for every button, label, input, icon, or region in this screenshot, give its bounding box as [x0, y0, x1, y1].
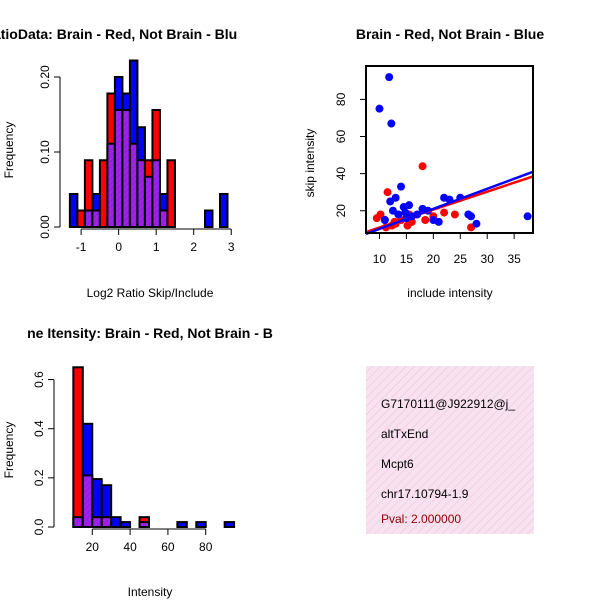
- intensity-scatter-point-not-brain: [401, 208, 410, 217]
- intensity-histogram-bar-not-brain: [195, 521, 207, 528]
- ratio-histogram-bar-overlap-hatch: [108, 144, 114, 226]
- intensity-scatter-x-tick-label: 25: [454, 252, 468, 266]
- intensity-histogram-bar-overlap-hatch: [74, 518, 82, 526]
- ratio-histogram-x-tick-label: 0: [115, 240, 122, 254]
- intensity-scatter-y-tick-label: 80: [334, 92, 348, 106]
- ratio-histogram-bar-brain: [76, 209, 86, 228]
- info-panel: G7170111@J922912@j_ altTxEnd Mcpt6 chr17…: [366, 366, 534, 534]
- intensity-histogram-x-tick-label: 40: [123, 540, 137, 554]
- ratio-histogram-bar-not-brain: [218, 193, 229, 228]
- info-pval: Pval: 2.000000: [381, 512, 461, 526]
- intensity-histogram-y-tick-label: 0.2: [32, 469, 46, 486]
- intensity-scatter-point-brain: [440, 208, 449, 217]
- intensity-scatter-y-tick-label: 20: [334, 204, 348, 218]
- intensity-scatter-x-tick-label: 10: [373, 252, 387, 266]
- intensity-scatter-point-not-brain: [472, 219, 481, 228]
- info-panel-background: [366, 366, 534, 534]
- intensity-scatter-y-tick-label: 40: [334, 167, 348, 181]
- info-location: chr17.10794-1.9: [381, 487, 469, 501]
- ratio-histogram-bar-not-brain: [203, 209, 214, 228]
- intensity-scatter-fit-line-not-brain: [365, 170, 534, 236]
- intensity-scatter-point-not-brain: [394, 210, 403, 219]
- ratio-histogram-bar-overlap-hatch: [145, 177, 152, 226]
- ratio-histogram-bar-not-brain: [68, 193, 79, 228]
- intensity-histogram-axes: 20 40 60 80 0.0 0.2 0.4 0.6: [32, 371, 213, 554]
- ratio-histogram-panel: RatioData: Brain - Red, Not Brain - Blu …: [0, 26, 237, 300]
- intensity-histogram-bar-brain: [72, 366, 84, 528]
- intensity-scatter-point-not-brain: [397, 182, 406, 191]
- intensity-scatter-ylabel: skip intensity: [303, 129, 317, 198]
- ratio-histogram-x-tick-label: 1: [153, 240, 160, 254]
- intensity-scatter-title: Brain - Red, Not Brain - Blue: [356, 26, 544, 42]
- ratio-histogram-bar-brain: [166, 159, 176, 228]
- intensity-scatter-point-not-brain: [380, 216, 389, 225]
- intensity-histogram-bar-not-brain: [176, 521, 188, 528]
- intensity-scatter-x-tick-label: 35: [507, 252, 521, 266]
- ratio-histogram-bar-overlap-hatch: [130, 144, 137, 226]
- intensity-scatter-point-not-brain: [387, 119, 396, 128]
- ratio-histogram-ylabel: Frequency: [2, 122, 16, 179]
- ratio-histogram-x-tick-label: -1: [76, 240, 87, 254]
- intensity-histogram-y-tick-label: 0.0: [32, 518, 46, 535]
- ratio-histogram-xlabel: Log2 Ratio Skip/Include: [87, 286, 214, 300]
- intensity-histogram-x-tick-label: 20: [86, 540, 100, 554]
- intensity-scatter-point-brain: [450, 210, 459, 219]
- intensity-scatter-point-brain: [418, 162, 427, 171]
- intensity-histogram-bars: [72, 366, 236, 529]
- intensity-histogram-bar-not-brain: [223, 521, 236, 528]
- intensity-scatter-x-tick-label: 15: [400, 252, 414, 266]
- ratio-histogram-bar-overlap-hatch: [115, 111, 122, 226]
- ratio-histogram-title: RatioData: Brain - Red, Not Brain - Blu: [0, 26, 237, 42]
- intensity-histogram-panel: ne Itensity: Brain - Red, Not Brain - B …: [2, 325, 273, 599]
- info-event-type: altTxEnd: [381, 427, 428, 441]
- ratio-histogram-y-tick-label: 0.10: [38, 140, 52, 164]
- intensity-scatter-plot: 10 15 20 25 30 35 20 40 60 80: [334, 65, 534, 266]
- intensity-histogram-bar-overlap-hatch: [83, 476, 92, 526]
- ratio-histogram-bar-overlap-hatch: [160, 211, 167, 226]
- intensity-histogram-ylabel: Frequency: [2, 422, 16, 479]
- ratio-histogram-x-tick-label: 3: [228, 240, 235, 254]
- intensity-histogram-x-tick-label: 80: [199, 540, 213, 554]
- ratio-histogram-bars: [68, 59, 229, 228]
- intensity-scatter-point-not-brain: [385, 73, 394, 82]
- ratio-histogram-bar-overlap-hatch: [85, 211, 92, 226]
- intensity-histogram-bar-not-brain: [119, 521, 132, 528]
- ratio-histogram-bar-brain: [98, 159, 109, 228]
- intensity-scatter-point-not-brain: [386, 197, 395, 206]
- ratio-histogram-y-tick-label: 0.00: [38, 215, 52, 239]
- ratio-histogram-axes: -1 0 1 2 3 0.00 0.10 0.20: [38, 65, 235, 254]
- intensity-scatter-y-tick-label: 60: [334, 130, 348, 144]
- intensity-scatter-point-not-brain: [375, 104, 384, 113]
- intensity-scatter-x-tick-label: 30: [481, 252, 495, 266]
- ratio-histogram-bar-overlap-hatch: [138, 161, 144, 226]
- intensity-scatter-point-not-brain: [405, 201, 414, 210]
- intensity-scatter-point-not-brain: [523, 212, 532, 221]
- intensity-histogram-x-tick-label: 60: [161, 540, 175, 554]
- intensity-histogram-xlabel: Intensity: [128, 585, 173, 599]
- intensity-histogram-title: ne Itensity: Brain - Red, Not Brain - B: [27, 325, 273, 341]
- ratio-histogram-x-tick-label: 2: [190, 240, 197, 254]
- intensity-scatter-point-brain: [376, 210, 385, 219]
- intensity-scatter-point-not-brain: [467, 212, 476, 221]
- info-event-id: G7170111@J922912@j_: [381, 397, 515, 411]
- intensity-histogram-y-tick-label: 0.4: [32, 420, 46, 437]
- intensity-scatter-frame: [365, 65, 534, 234]
- intensity-histogram-bar-overlap-hatch: [93, 518, 101, 526]
- intensity-histogram-y-tick-label: 0.6: [32, 371, 46, 388]
- ratio-histogram-bar-overlap-hatch: [93, 211, 99, 226]
- info-gene-name: Mcpt6: [381, 457, 414, 471]
- intensity-scatter-x-tick-label: 20: [427, 252, 441, 266]
- intensity-scatter-point-brain: [421, 216, 430, 225]
- ratio-histogram-bar-overlap-hatch: [153, 161, 159, 226]
- intensity-scatter-point-brain: [383, 188, 392, 197]
- intensity-histogram-bar-overlap-hatch: [102, 518, 111, 526]
- ratio-histogram-bar-overlap-hatch: [123, 111, 129, 226]
- intensity-scatter-panel: Brain - Red, Not Brain - Blue 10 15 20 25 30…: [303, 26, 544, 300]
- intensity-scatter-xlabel: include intensity: [407, 286, 492, 300]
- intensity-histogram-bar-overlap-hatch: [140, 523, 148, 526]
- ratio-histogram-y-tick-label: 0.20: [38, 65, 52, 89]
- intensity-scatter-point-not-brain: [434, 217, 443, 226]
- intensity-histogram-bar-not-brain: [110, 516, 122, 529]
